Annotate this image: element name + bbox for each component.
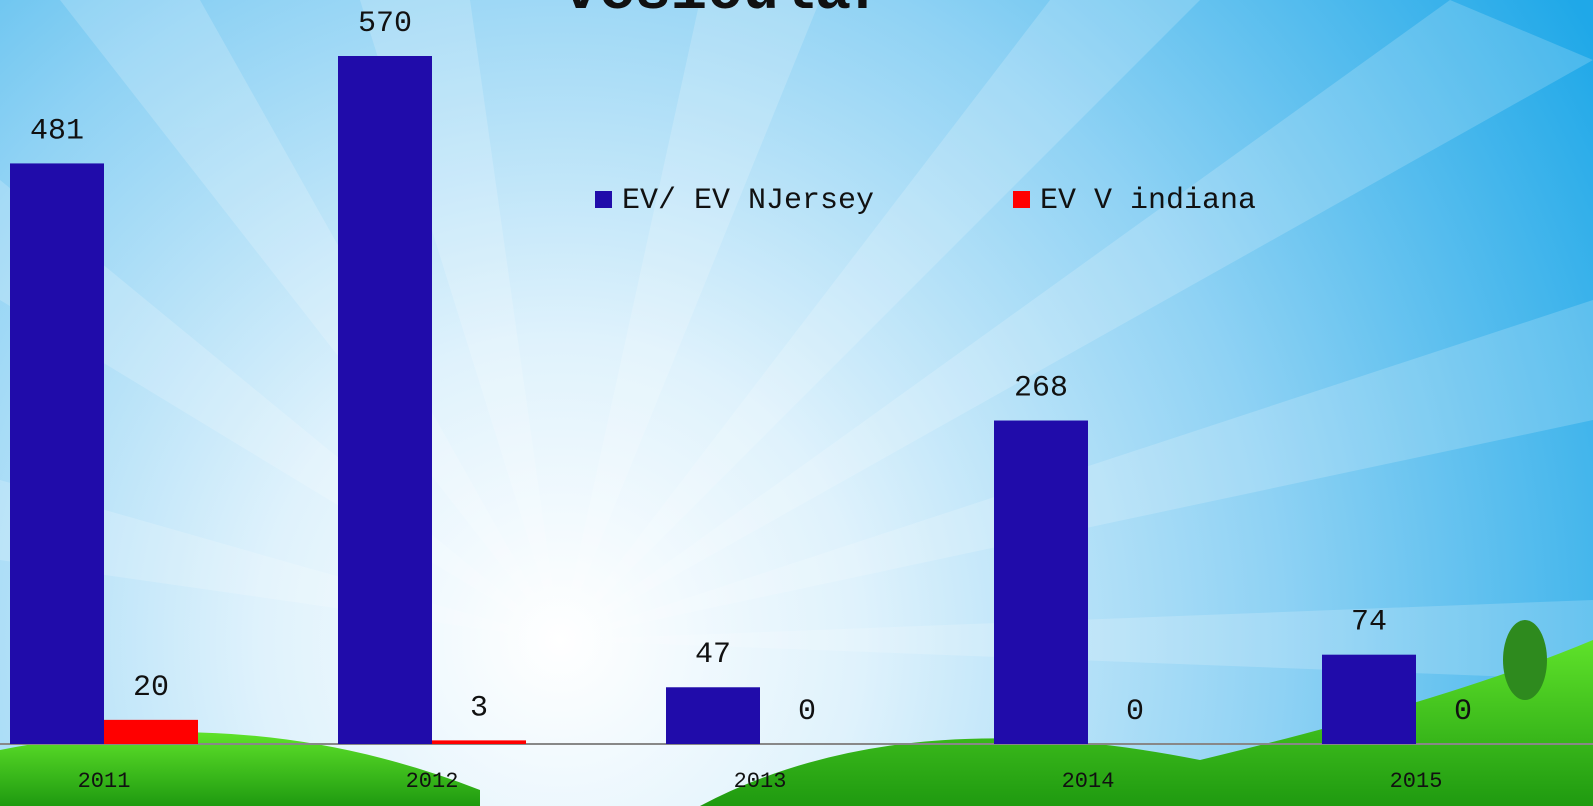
data-label: 3 <box>470 691 488 725</box>
legend-swatch <box>1013 191 1030 208</box>
data-label: 0 <box>1126 695 1144 729</box>
tree <box>1503 620 1547 700</box>
x-tick-label: 2013 <box>734 769 787 794</box>
bar <box>1322 655 1416 744</box>
x-tick-label: 2011 <box>78 769 131 794</box>
x-tick-label: 2015 <box>1390 769 1443 794</box>
page: vesicular 2011 481 20 2012 570 3 2013 47 0 2014 26… <box>0 0 1593 806</box>
bar <box>10 163 104 744</box>
chart-title: vesicular <box>563 0 887 27</box>
legend-label: EV V indiana <box>1040 184 1256 218</box>
bar <box>994 421 1088 744</box>
legend-swatch <box>595 191 612 208</box>
data-label: 74 <box>1351 606 1387 640</box>
x-tick-label: 2014 <box>1062 769 1115 794</box>
bar <box>666 687 760 744</box>
x-tick-label: 2012 <box>406 769 459 794</box>
data-label: 570 <box>358 7 412 41</box>
data-label: 20 <box>133 671 169 705</box>
chart: vesicular 2011 481 20 2012 570 3 2013 47 0 2014 26… <box>0 0 1593 806</box>
data-label: 0 <box>798 695 816 729</box>
data-label: 268 <box>1014 371 1068 405</box>
bar <box>104 720 198 744</box>
data-label: 47 <box>695 638 731 672</box>
data-label: 0 <box>1454 695 1472 729</box>
data-label: 481 <box>30 114 84 148</box>
legend-label: EV/ EV NJersey <box>622 184 874 218</box>
bar <box>338 56 432 744</box>
bar <box>432 740 526 744</box>
